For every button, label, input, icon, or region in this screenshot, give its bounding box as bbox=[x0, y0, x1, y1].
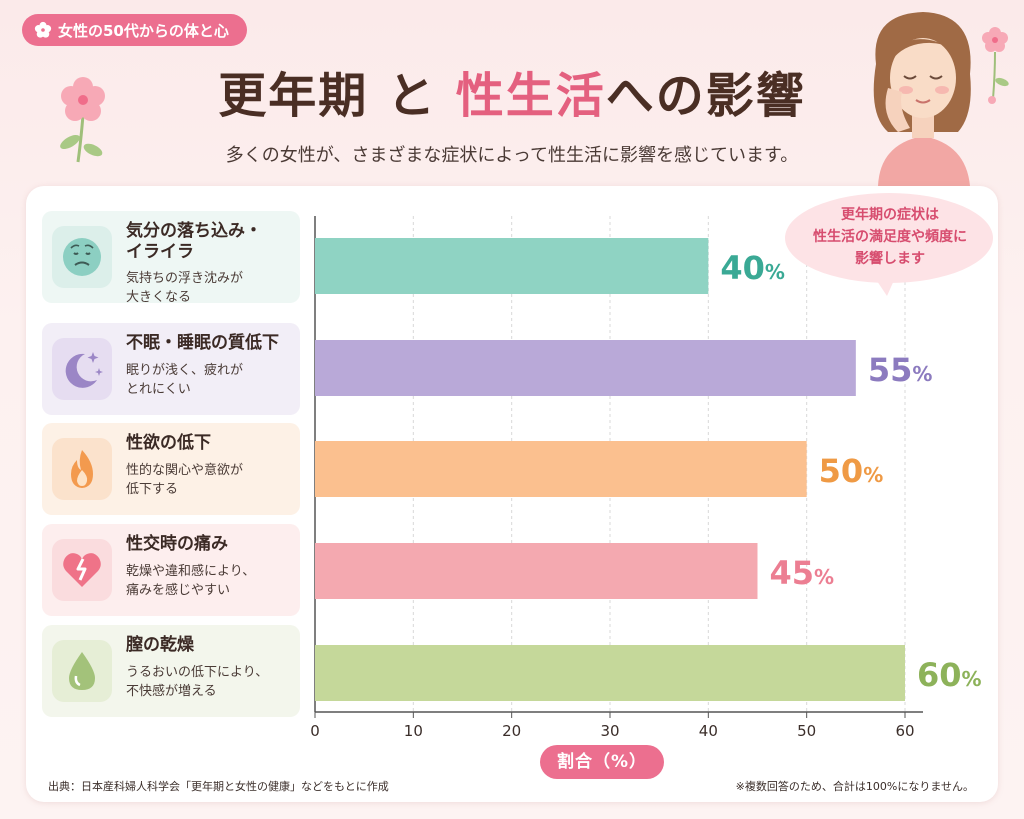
x-tick-label: 50 bbox=[797, 722, 816, 740]
bar bbox=[315, 238, 709, 294]
category-description-line: 気持ちの浮き沈みが bbox=[126, 271, 244, 286]
category-description: うるおいの低下により、 不快感が増える bbox=[126, 663, 296, 701]
category-panel: 気分の落ち込み・ イライラ気持ちの浮き沈みが 大きくなる bbox=[42, 211, 300, 305]
category-title: 性交時の痛み bbox=[126, 534, 296, 555]
x-tick-label: 60 bbox=[895, 722, 914, 740]
category-title-line: イライラ bbox=[126, 242, 194, 262]
category-title-line: 性交時の痛み bbox=[126, 534, 228, 554]
broken-heart-icon bbox=[63, 553, 101, 587]
category-title: 不眠・睡眠の質低下 bbox=[126, 333, 296, 354]
footnote: ※複数回答のため、合計は100%になりません。 bbox=[735, 780, 974, 793]
category-description-line: 痛みを感じやすい bbox=[126, 583, 231, 598]
x-tick-label: 10 bbox=[404, 722, 423, 740]
bubble-line-3: 影響します bbox=[855, 251, 925, 267]
category-description: 眠りが浅く、疲れが とれにくい bbox=[126, 361, 296, 399]
x-axis-label: 割合（%） bbox=[540, 745, 664, 779]
title-accent: 性生活 bbox=[455, 68, 606, 124]
speech-bubble bbox=[785, 193, 993, 296]
bar-value-label: 60% bbox=[917, 656, 982, 694]
title-part1: 更年期 bbox=[218, 68, 369, 124]
flame-icon bbox=[71, 450, 93, 488]
category-panel: 不眠・睡眠の質低下眠りが浅く、疲れが とれにくい bbox=[42, 323, 300, 415]
bar-value-label: 50% bbox=[819, 452, 884, 490]
title-part2: と bbox=[386, 68, 437, 124]
topic-badge-label: 女性の50代からの体と心 bbox=[58, 21, 229, 40]
bar bbox=[315, 441, 807, 497]
bar-value-number: 60 bbox=[917, 656, 962, 694]
x-tick-label: 30 bbox=[600, 722, 619, 740]
category-description-line: 乾燥や違和感により、 bbox=[126, 564, 256, 579]
flower-icon bbox=[34, 21, 52, 38]
bar-value-number: 40 bbox=[720, 249, 765, 287]
bubble-line-2: 性生活の満足度や頻度に bbox=[813, 229, 967, 245]
bar-value-unit: % bbox=[863, 463, 883, 487]
category-title-line: 膣の乾燥 bbox=[126, 635, 194, 655]
category-icon-box bbox=[52, 438, 112, 500]
category-panel: 性交時の痛み乾燥や違和感により、 痛みを感じやすい bbox=[42, 524, 300, 616]
topic-badge: 女性の50代からの体と心 bbox=[22, 14, 247, 46]
bar-value-label: 55% bbox=[868, 351, 933, 389]
bar bbox=[315, 340, 856, 396]
bar-value-number: 45 bbox=[770, 554, 815, 592]
sad-face-icon bbox=[63, 238, 101, 276]
category-description-line: うるおいの低下により、 bbox=[126, 665, 269, 680]
category-description: 気持ちの浮き沈みが 大きくなる bbox=[126, 269, 296, 307]
bar bbox=[315, 543, 758, 599]
bar-value-unit: % bbox=[765, 260, 785, 284]
category-title-line: 性欲の低下 bbox=[126, 433, 211, 453]
woman-illustration bbox=[873, 12, 971, 186]
page-title: 更年期 と 性生活への影響 bbox=[0, 56, 1024, 126]
category-icon-box bbox=[52, 640, 112, 702]
speech-bubble-text: 更年期の症状は 性生活の満足度や頻度に 影響します bbox=[790, 204, 990, 270]
category-title: 膣の乾燥 bbox=[126, 635, 296, 656]
x-tick-label: 40 bbox=[699, 722, 718, 740]
category-title-line: 不眠・睡眠の質低下 bbox=[126, 333, 279, 353]
page-subtitle: 多くの女性が、さまざまな症状によって性生活に影響を感じています。 bbox=[225, 145, 799, 166]
droplet-icon bbox=[69, 652, 95, 690]
bar-value-label: 40% bbox=[720, 249, 785, 287]
bar-value-unit: % bbox=[814, 565, 834, 589]
x-tick-label: 0 bbox=[310, 722, 320, 740]
category-title-line: 気分の落ち込み・ bbox=[126, 221, 262, 241]
category-description-line: 性的な関心や意欲が bbox=[126, 463, 244, 478]
category-icon-box bbox=[52, 539, 112, 601]
bar-value-number: 55 bbox=[868, 351, 913, 389]
bar-value-unit: % bbox=[962, 667, 982, 691]
bar-value-number: 50 bbox=[819, 452, 864, 490]
category-icon-box bbox=[52, 338, 112, 400]
moon-stars-icon bbox=[65, 352, 103, 388]
category-title: 性欲の低下 bbox=[126, 433, 296, 454]
bubble-line-1: 更年期の症状は bbox=[841, 207, 939, 223]
category-title: 気分の落ち込み・ イライラ bbox=[126, 221, 296, 263]
category-description: 乾燥や違和感により、 痛みを感じやすい bbox=[126, 562, 296, 600]
x-tick-label: 20 bbox=[502, 722, 521, 740]
bar-value-label: 45% bbox=[770, 554, 835, 592]
category-description-line: 低下する bbox=[126, 482, 179, 497]
category-description-line: 大きくなる bbox=[126, 290, 192, 305]
bar bbox=[315, 645, 905, 701]
category-panel: 膣の乾燥うるおいの低下により、 不快感が増える bbox=[42, 625, 300, 717]
category-description-line: 不快感が増える bbox=[126, 684, 217, 699]
bar-value-unit: % bbox=[912, 362, 932, 386]
category-panel: 性欲の低下性的な関心や意欲が 低下する bbox=[42, 423, 300, 515]
category-description-line: 眠りが浅く、疲れが bbox=[126, 363, 244, 378]
category-description-line: とれにくい bbox=[126, 382, 191, 397]
title-part3: への影響 bbox=[605, 68, 806, 124]
source-note: 出典：日本産科婦人科学会「更年期と女性の健康」などをもとに作成 bbox=[48, 780, 389, 793]
cherry-blossom-left-icon bbox=[60, 77, 105, 163]
cherry-blossom-right-icon bbox=[982, 27, 1009, 104]
category-description: 性的な関心や意欲が 低下する bbox=[126, 461, 296, 499]
category-icon-box bbox=[52, 226, 112, 288]
